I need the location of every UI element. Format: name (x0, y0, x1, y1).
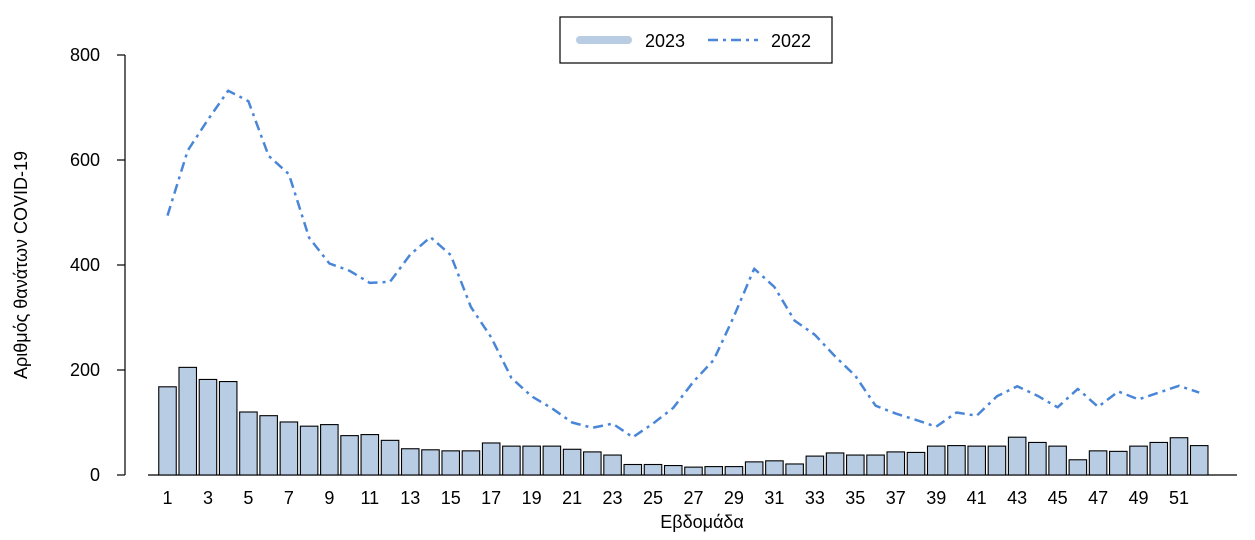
bar-2023 (1088, 450, 1108, 476)
x-axis-label: Εβδομάδα (660, 512, 744, 532)
x-axis: 1 3 5 7 9 11 13 15 17 19 21 23 25 27 29 31 33 35 37 39 41 43 4… (148, 474, 1237, 508)
bar-2023 (987, 445, 1007, 476)
bar-2023 (906, 451, 926, 476)
bar-2023 (805, 455, 825, 476)
bar-2023 (704, 466, 724, 476)
bar-2023 (1048, 445, 1067, 476)
bar-2023 (340, 435, 359, 476)
bar-2023 (178, 366, 198, 476)
bar-2023 (1129, 445, 1148, 476)
bar-2023 (765, 460, 784, 476)
x-tick-label: 1 (162, 488, 172, 508)
x-tick-label: 13 (400, 488, 420, 508)
bar-2023 (1149, 441, 1169, 476)
x-tick-label: 23 (603, 488, 623, 508)
bar-2023 (158, 386, 177, 476)
x-tick-label: 7 (284, 488, 294, 508)
bar-2023 (623, 463, 643, 476)
line-2022 (166, 89, 1200, 439)
bar-2023 (239, 411, 258, 476)
x-tick-label: 45 (1048, 488, 1068, 508)
x-tick-label: 47 (1088, 488, 1108, 508)
x-tick-label: 15 (441, 488, 461, 508)
bar-2023 (1007, 436, 1027, 476)
bar-2023 (724, 466, 744, 476)
bar-2023 (967, 445, 987, 476)
legend-label-2023: 2023 (645, 31, 685, 51)
bar-2023 (502, 445, 521, 476)
x-tick-label: 29 (724, 488, 744, 508)
bar-2023 (481, 442, 501, 476)
bar-2023 (684, 466, 703, 476)
bar-2023 (1169, 437, 1189, 476)
bar-2023 (320, 424, 339, 476)
bar-2023 (825, 452, 845, 476)
bar-2023 (603, 454, 622, 476)
x-tick-label: 39 (926, 488, 946, 508)
bar-2023 (562, 448, 582, 476)
x-tick-label: 41 (967, 488, 987, 508)
y-tick-label: 800 (70, 45, 100, 65)
y-axis-label: Αριθμός θανάτων COVID-19 (11, 151, 31, 379)
bar-2023 (421, 449, 440, 476)
line-2022-group (166, 89, 1200, 439)
x-tick-label: 43 (1007, 488, 1027, 508)
bar-2023 (461, 450, 481, 476)
bar-2023 (218, 380, 238, 476)
bars-2023 (158, 366, 1209, 476)
bar-2023 (1028, 441, 1047, 476)
y-tick-label: 400 (70, 255, 100, 275)
legend: 2023 2022 (559, 16, 833, 64)
y-tick-label: 600 (70, 150, 100, 170)
bar-2023 (947, 445, 966, 476)
y-axis: 0 200 400 600 800 (70, 45, 126, 485)
bar-2023 (400, 448, 420, 476)
y-tick-label: 200 (70, 360, 100, 380)
bar-2023 (926, 445, 946, 476)
x-tick-label: 27 (683, 488, 703, 508)
x-tick-label: 31 (764, 488, 784, 508)
bar-2023 (846, 454, 865, 476)
legend-label-2022: 2022 (771, 31, 811, 51)
legend-box (559, 16, 833, 64)
y-tick-label: 0 (90, 465, 100, 485)
x-tick-label: 5 (243, 488, 253, 508)
x-tick-label: 21 (562, 488, 582, 508)
bar-2023 (643, 463, 663, 476)
bar-2023 (380, 439, 400, 476)
x-tick-label: 37 (886, 488, 906, 508)
x-tick-label: 49 (1129, 488, 1149, 508)
bar-2023 (1109, 450, 1128, 476)
bar-2023 (259, 415, 278, 476)
bar-2023 (583, 451, 602, 476)
x-tick-label: 17 (481, 488, 501, 508)
x-tick-label: 3 (203, 488, 213, 508)
x-tick-label: 11 (360, 488, 379, 508)
bar-2023 (866, 454, 885, 476)
bar-2023 (299, 425, 319, 476)
x-tick-label: 33 (805, 488, 825, 508)
bar-2023 (1068, 459, 1088, 476)
x-tick-label: 51 (1169, 488, 1189, 508)
x-tick-label: 25 (643, 488, 663, 508)
bar-2023 (522, 445, 541, 476)
bar-2023 (1189, 445, 1209, 476)
bar-2023 (279, 421, 299, 476)
x-tick-label: 9 (324, 488, 334, 508)
bar-2023 (744, 461, 764, 476)
bar-2023 (886, 451, 906, 476)
bar-2023 (542, 445, 562, 476)
bar-2023 (663, 464, 683, 476)
bar-2023 (198, 378, 218, 476)
bar-2023 (360, 434, 380, 476)
bar-2023 (441, 450, 461, 476)
bar-2023 (785, 463, 804, 476)
x-tick-label: 35 (845, 488, 865, 508)
x-tick-label: 19 (522, 488, 542, 508)
